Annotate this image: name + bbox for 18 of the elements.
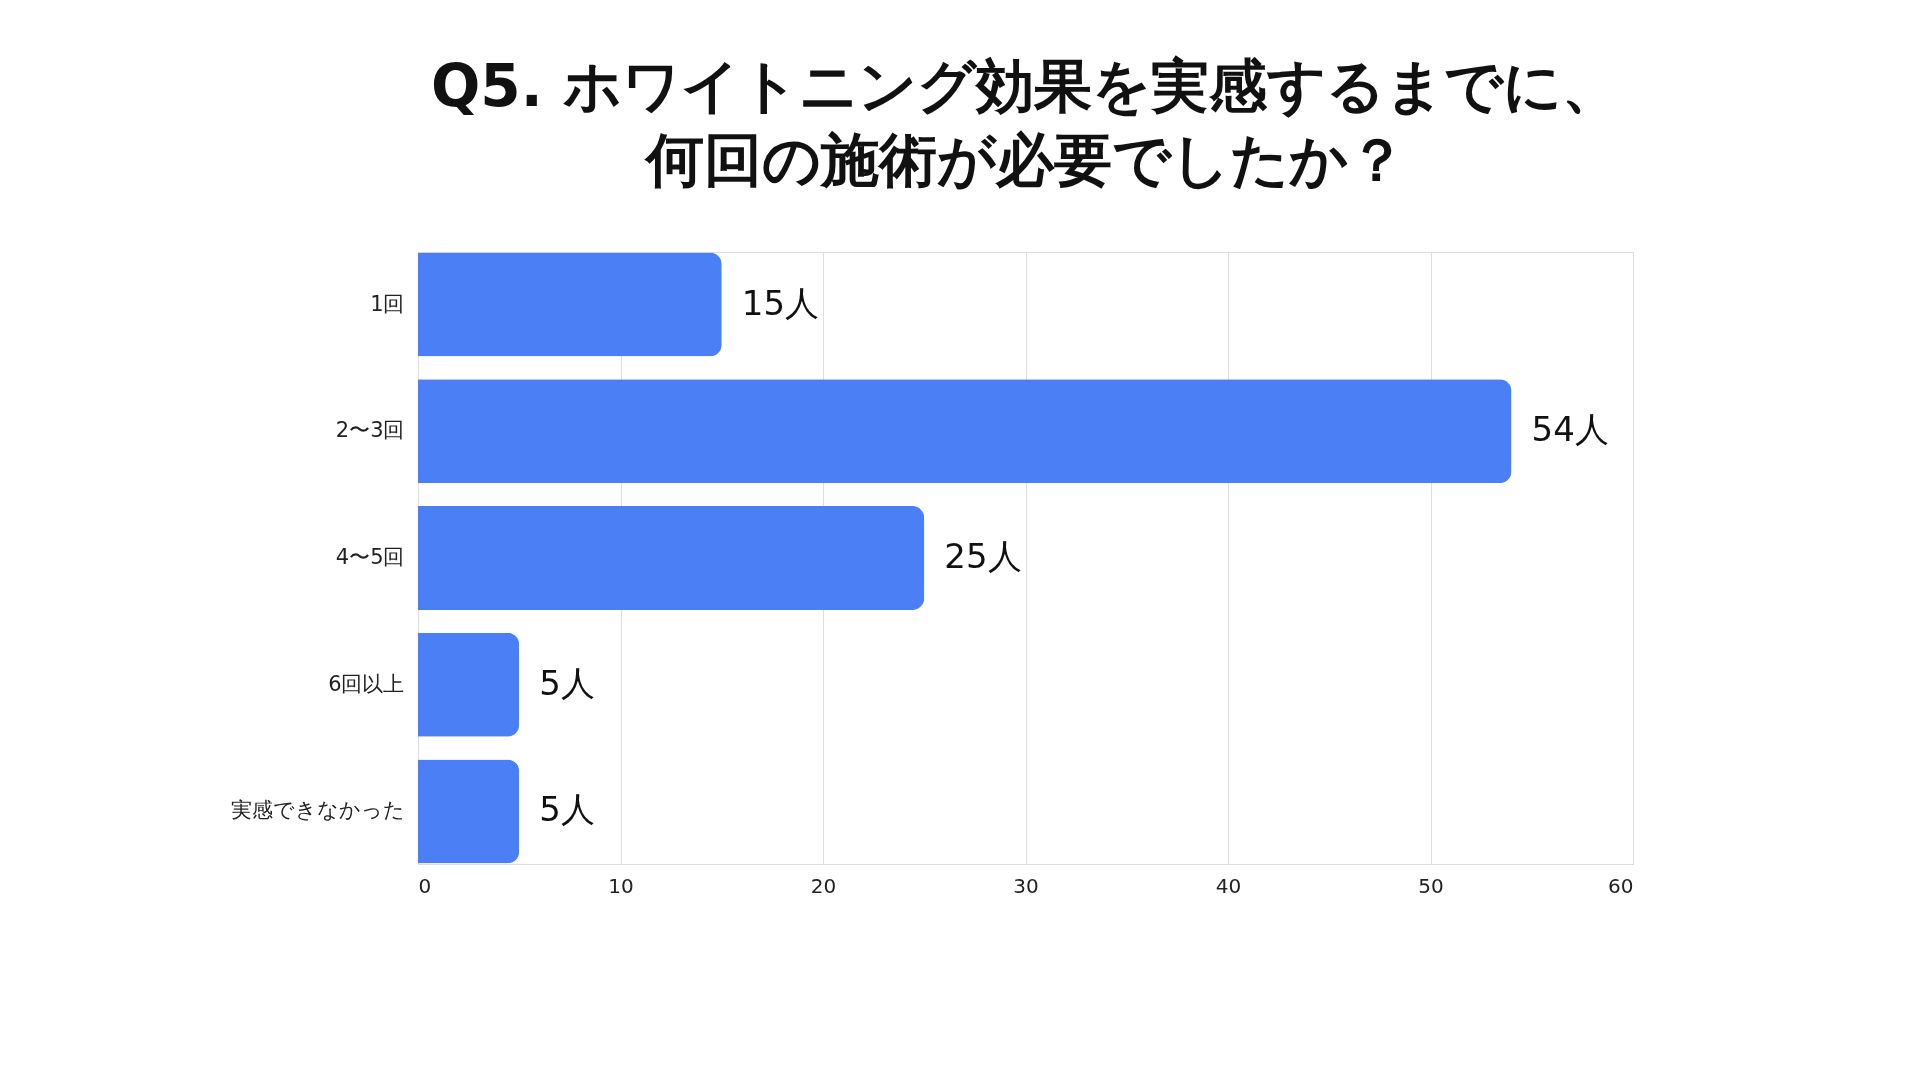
data-label: 5人 xyxy=(539,662,595,703)
chart-title: Q5. ホワイトニング効果を実感するまでに、何回の施術が必要でしたか？ xyxy=(431,52,1620,194)
x-tick-label: 30 xyxy=(1013,873,1039,898)
x-tick-label: 60 xyxy=(1608,873,1634,898)
data-label: 54人 xyxy=(1531,409,1609,450)
data-label: 5人 xyxy=(539,789,595,830)
x-tick-label: 0 xyxy=(418,873,432,898)
y-tick-label: 実感できなかった xyxy=(230,798,405,823)
y-tick-label: 1回 xyxy=(370,291,405,316)
y-tick-label: 6回以上 xyxy=(328,671,405,696)
y-tick-label: 2〜3回 xyxy=(335,418,405,443)
data-label: 15人 xyxy=(741,282,820,323)
x-tick-label: 50 xyxy=(1418,873,1444,898)
y-tick-label: 4〜5回 xyxy=(335,545,405,569)
data-label: 25人 xyxy=(944,536,1022,576)
x-tick-label: 10 xyxy=(608,873,634,898)
x-tick-label: 40 xyxy=(1215,873,1242,898)
x-tick-label: 20 xyxy=(810,873,837,898)
